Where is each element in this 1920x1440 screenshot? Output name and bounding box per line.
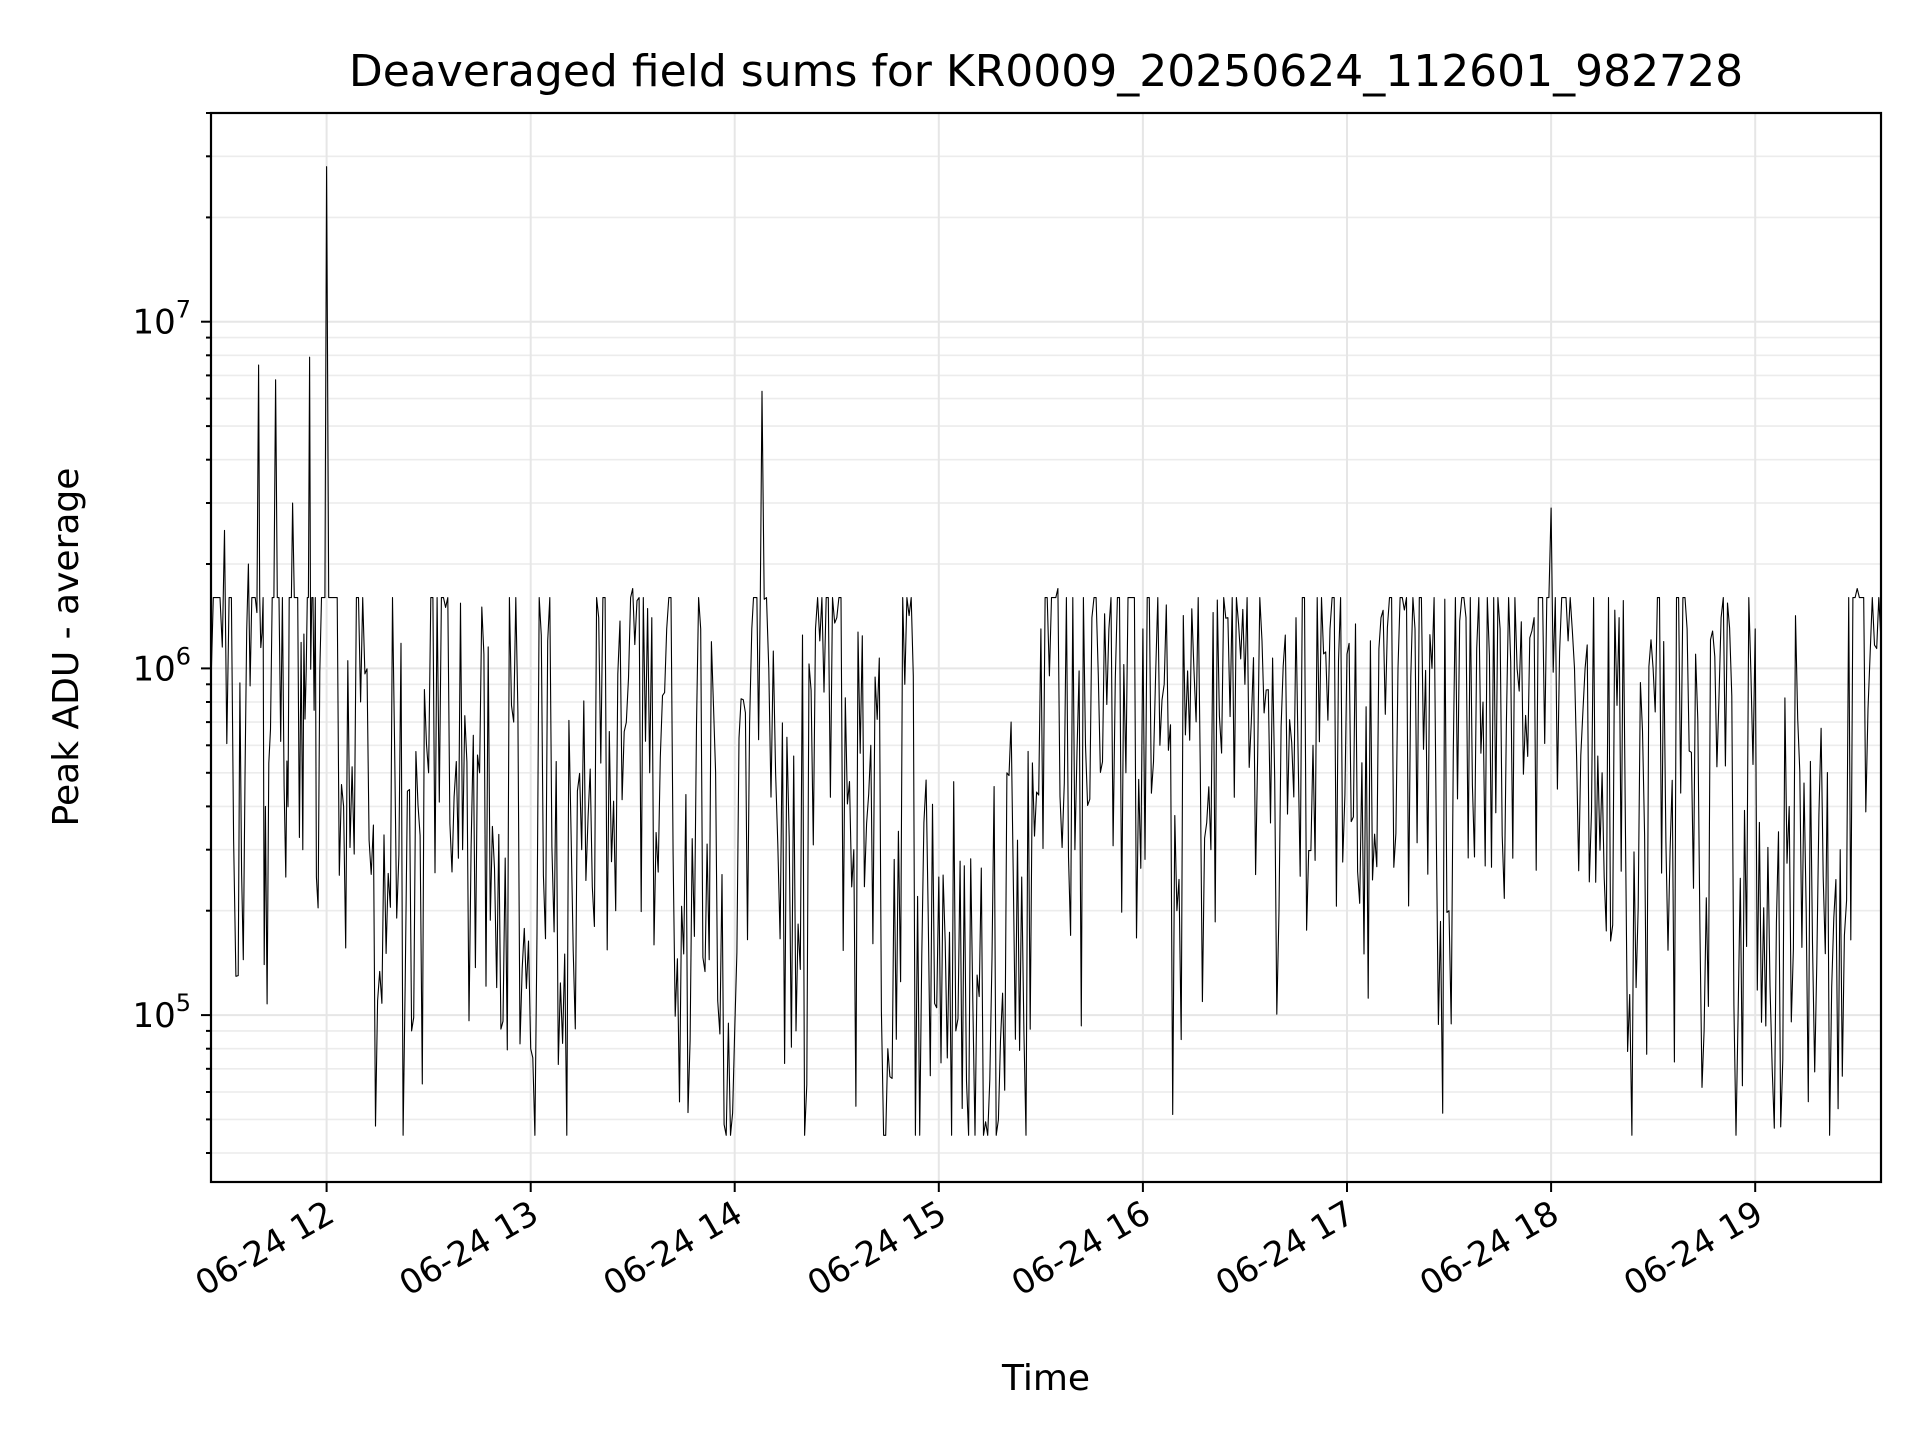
y-tick-label: 105: [132, 989, 191, 1036]
y-tick-label-base: 10: [132, 303, 175, 343]
y-tick-label-base: 10: [132, 649, 175, 689]
chart-title: Deaveraged field sums for KR0009_2025062…: [349, 46, 1743, 97]
axes-frame: [209, 111, 1883, 1184]
x-axis-label: Time: [1001, 1358, 1090, 1399]
y-tick-label-base: 10: [132, 996, 175, 1036]
y-tick-label-exponent: 5: [176, 989, 191, 1017]
plot-area: [211, 166, 1881, 1136]
y-tick-label: 107: [132, 296, 191, 343]
y-tick-label-exponent: 7: [176, 296, 191, 324]
series-line: [211, 166, 1881, 1136]
y-tick-label: 106: [132, 642, 191, 689]
y-tick-label-exponent: 6: [176, 642, 191, 670]
y-axis-label: Peak ADU - average: [46, 468, 87, 827]
